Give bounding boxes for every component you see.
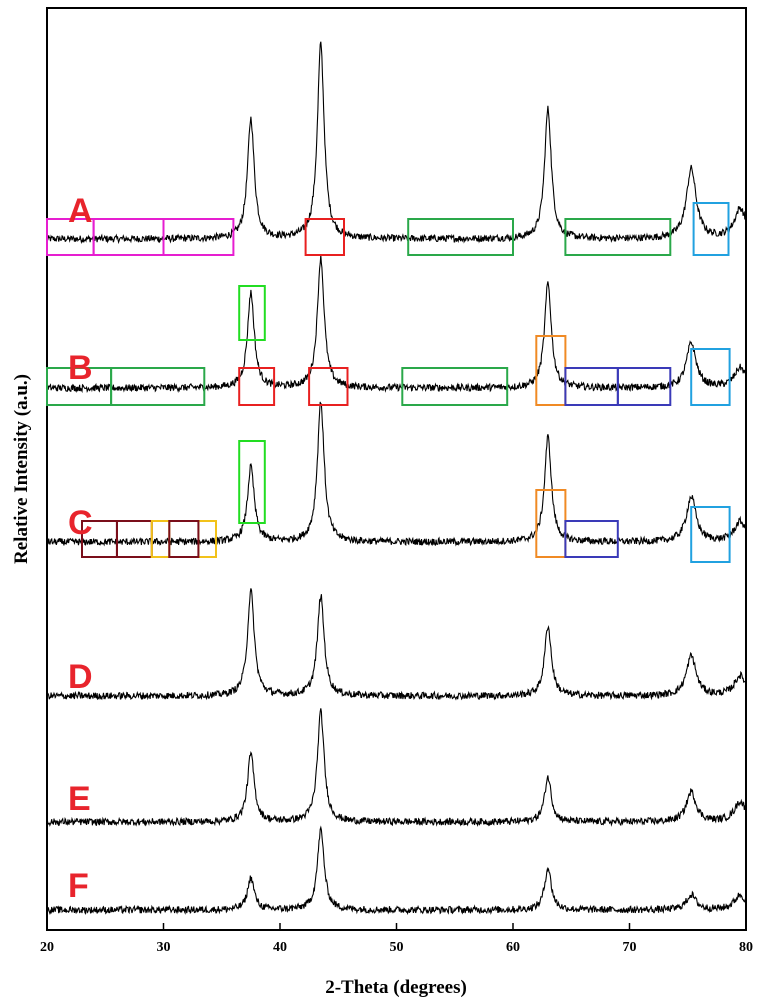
annotation-layer — [46, 202, 731, 563]
series-c-line — [46, 401, 747, 547]
annotation-box-a — [564, 218, 672, 256]
series-label-e: E — [68, 780, 91, 818]
series-label-f: F — [68, 867, 89, 905]
series-label-d: D — [68, 658, 93, 696]
annotation-box-b — [238, 285, 266, 341]
x-tick-label: 80 — [739, 940, 753, 955]
series-a-line — [46, 41, 747, 245]
x-tick-label: 50 — [390, 940, 404, 955]
annotation-box-b — [308, 367, 349, 406]
x-tick-label: 30 — [157, 940, 171, 955]
x-axis-label: 2-Theta (degrees) — [325, 977, 467, 998]
annotation-box-a — [407, 218, 515, 256]
annotation-box-c — [535, 489, 567, 558]
annotation-box-a — [162, 218, 235, 256]
annotation-box-c — [238, 440, 266, 524]
x-tick-label: 60 — [506, 940, 520, 955]
y-axis-label: Relative Intensity (a.u.) — [11, 374, 32, 564]
series-label-c: C — [68, 504, 93, 542]
annotation-box-b — [690, 348, 731, 406]
annotation-box-b — [238, 367, 276, 406]
series-label-layer: A B C D E F — [68, 192, 93, 905]
series-layer — [46, 41, 747, 916]
x-tick-label: 40 — [273, 940, 287, 955]
annotation-box-b — [110, 367, 206, 406]
x-tick-label: 70 — [623, 940, 637, 955]
annotation-box-b — [401, 367, 509, 406]
annotation-box-a — [304, 218, 346, 256]
series-d-line — [46, 588, 747, 701]
x-axis-ticks: 20 30 40 50 60 70 80 — [40, 923, 753, 955]
annotation-box-c — [690, 506, 731, 563]
annotation-box-a — [692, 202, 730, 256]
annotation-box-b — [616, 367, 672, 406]
series-b-line — [46, 254, 747, 394]
x-tick-label: 20 — [40, 940, 54, 955]
series-e-line — [46, 708, 747, 828]
plot-frame — [46, 7, 747, 931]
series-label-b: B — [68, 349, 93, 387]
series-f-line — [46, 825, 747, 916]
annotation-box-c — [168, 520, 200, 558]
series-label-a: A — [68, 192, 93, 230]
annotation-box-b — [535, 335, 567, 406]
annotation-box-c — [564, 520, 619, 558]
